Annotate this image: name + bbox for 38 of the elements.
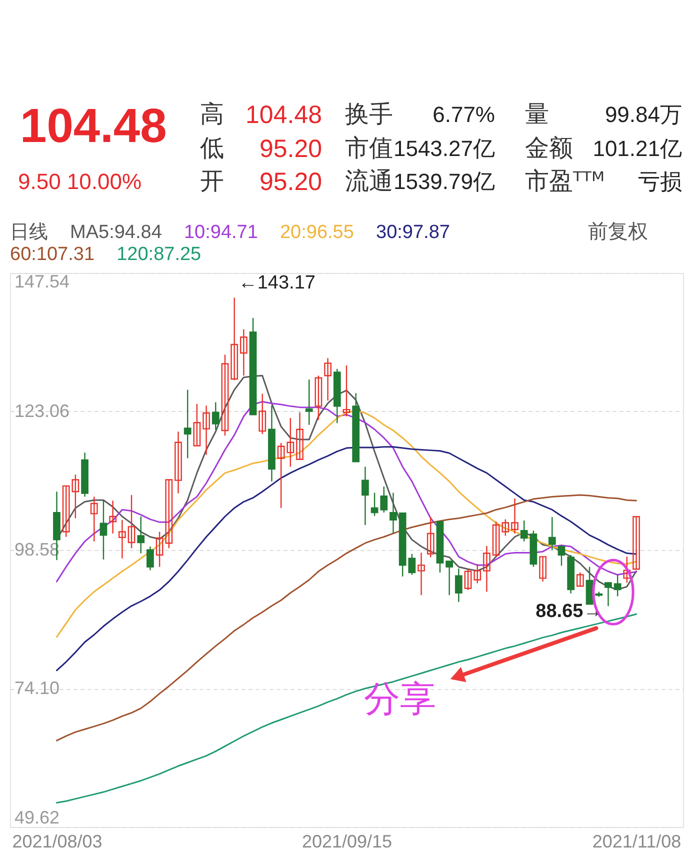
text: 开 [200, 167, 224, 195]
text: MA5:94.84 [70, 222, 162, 243]
y-tick-label: 74.10 [14, 678, 60, 698]
text: 99.84万 [604, 102, 682, 127]
text: 高 [200, 100, 224, 128]
text: 换手 [345, 100, 393, 128]
legend-title: 日线 [10, 222, 48, 243]
text: 95.20 [259, 135, 322, 163]
text: 10:94.71 [184, 222, 258, 243]
annotation: 分享 [364, 679, 436, 720]
text: 104.48 [246, 101, 322, 129]
text: 30:97.87 [376, 222, 450, 243]
text: 104.48 [20, 100, 167, 153]
text: 60:107.31 [10, 244, 95, 265]
y-tick-label: 49.62 [14, 808, 60, 828]
text: 金额 [525, 134, 573, 162]
text: 1543.27亿 [393, 136, 495, 161]
text: 9.50 10.00% [18, 169, 142, 194]
text: 流通 [345, 167, 393, 195]
text: 120:87.25 [116, 244, 202, 265]
x-tick-label: 2021/11/08 [592, 832, 682, 852]
annotation: ←143.17 [238, 272, 316, 294]
text: 101.21亿 [592, 136, 682, 161]
text: 市盈ᵀᵀᴹ [525, 167, 605, 195]
text: 1539.79亿 [393, 169, 495, 194]
chart-subtitle: 前复权 [588, 219, 648, 243]
text: 95.20 [259, 168, 322, 196]
annotation: 88.65→ [536, 601, 602, 622]
text: 亏损 [638, 169, 682, 194]
text: 6.77% [432, 102, 495, 127]
text: 量 [525, 100, 549, 128]
text: 20:96.55 [280, 222, 354, 243]
text: 市值 [345, 134, 393, 162]
x-tick-label: 2021/09/15 [302, 832, 392, 852]
y-tick-label: 147.54 [14, 272, 70, 292]
text: 低 [200, 134, 224, 162]
y-tick-label: 123.06 [14, 401, 70, 421]
x-tick-label: 2021/08/03 [12, 832, 102, 852]
